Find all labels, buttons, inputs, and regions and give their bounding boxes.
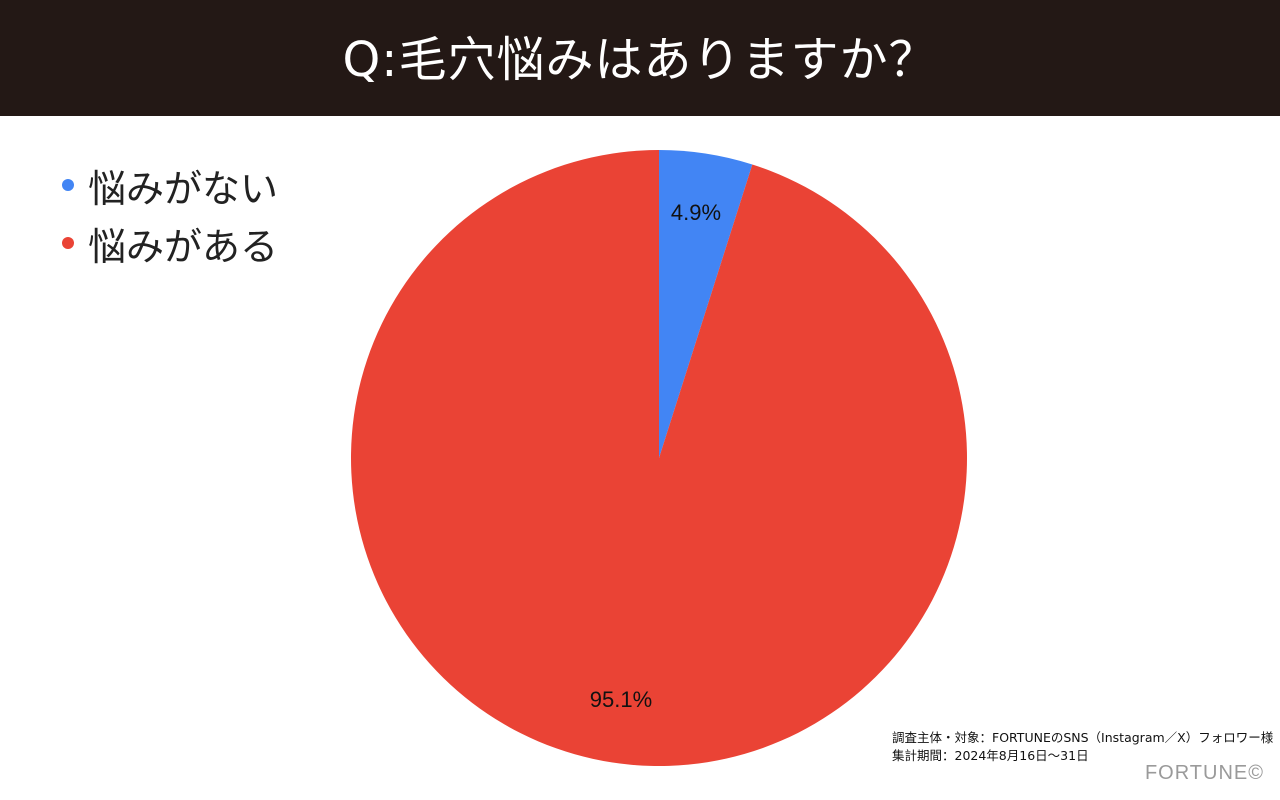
legend-item-no-concern: 悩みがない — [62, 156, 278, 214]
footnote-line-2: 集計期間：2024年8月16日〜31日 — [892, 748, 1089, 763]
pie-slice-1 — [350, 150, 967, 767]
fortune-logo: FORTUNE© — [1144, 762, 1264, 784]
chart-title: Q:毛穴悩みはありますか？ — [342, 32, 938, 88]
legend-swatch-has-concern — [62, 237, 74, 249]
footnote-line-1: 調査主体・対象：FORTUNEのSNS（Instagram／X）フォロワー様 — [892, 730, 1274, 745]
legend-label-has-concern: 悩みがある — [88, 224, 279, 269]
legend-label-no-concern: 悩みがない — [88, 166, 279, 211]
legend-swatch-no-concern — [62, 179, 74, 191]
data-label-1: 95.1% — [590, 687, 652, 712]
legend-item-has-concern: 悩みがある — [62, 214, 278, 272]
pie-slice-0 — [659, 150, 753, 458]
legend: 悩みがない 悩みがある — [62, 156, 278, 272]
title-bar — [0, 0, 1280, 116]
data-label-0: 4.9% — [671, 200, 721, 225]
survey-footnote: 調査主体・対象：FORTUNEのSNS（Instagram／X）フォロワー様 集… — [892, 729, 1273, 765]
